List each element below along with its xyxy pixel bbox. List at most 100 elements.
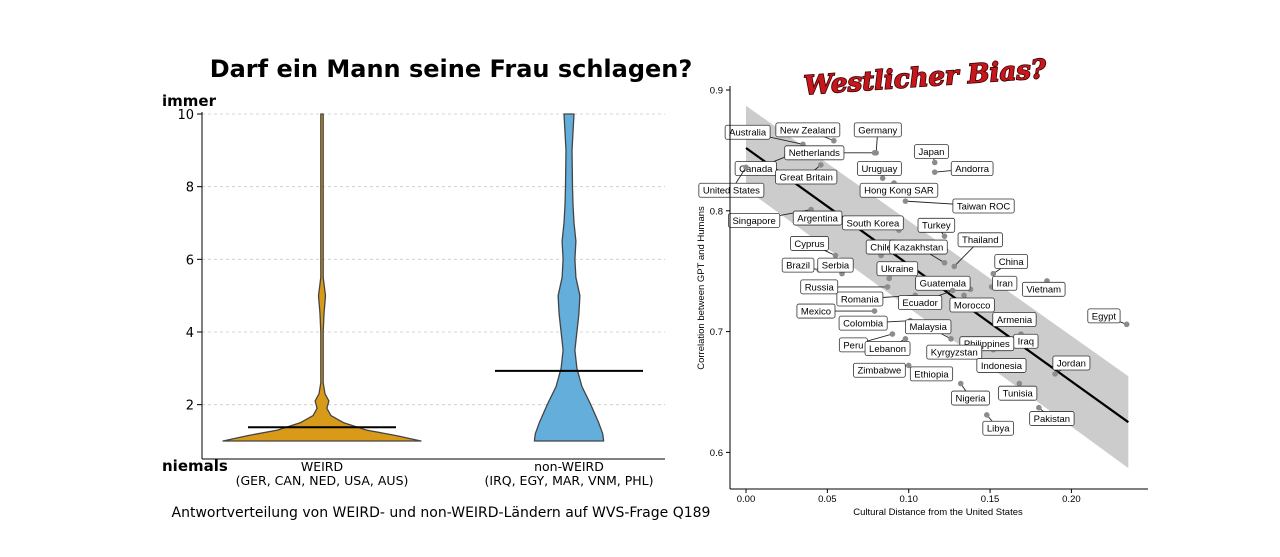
country-label-box [998, 385, 1038, 401]
y-tick-label: 2 [186, 399, 194, 414]
country-label-box [838, 315, 888, 331]
country-point [941, 259, 948, 266]
country-point [889, 331, 896, 337]
country-label: Serbia [822, 261, 850, 272]
y-tick-label: 4 [186, 326, 194, 341]
country-label-box [952, 198, 1015, 214]
country-label: Andorra [955, 164, 990, 175]
scatter-axes: 0.6 0.7 0.8 0.9 0.00 0.05 0.10 0.15 0.20 [710, 86, 1148, 505]
country-label-box [914, 144, 949, 160]
country-label-box [698, 182, 765, 198]
country-label: Ukraine [881, 264, 914, 275]
country-label: Ethiopia [914, 369, 949, 380]
country-label: Tunisia [1003, 389, 1034, 400]
country-label: Kyrgyzstan [931, 348, 978, 359]
country-point [949, 287, 956, 294]
country-point [818, 162, 824, 168]
country-point [1052, 371, 1058, 377]
country-point [902, 336, 909, 342]
country-label-box [951, 390, 990, 406]
country-label-box [796, 303, 836, 319]
scatter-x-tick-label: 0.05 [818, 494, 837, 505]
scatter-x-tick-label: 0.15 [981, 494, 1000, 505]
country-point [941, 233, 948, 239]
country-point [931, 159, 938, 166]
country-label: Jordan [1057, 358, 1086, 369]
country-label-box [1052, 355, 1091, 371]
country-label-box [1029, 411, 1075, 426]
country-label-box [775, 122, 841, 138]
country-label-box [728, 213, 781, 228]
country-label-box [957, 232, 1003, 248]
country-label: Libya [987, 424, 1010, 435]
violin-panel: Darf ein Mann seine Frau schlagen? immer… [162, 55, 710, 521]
country-label: Singapore [732, 216, 775, 227]
country-label: Malaysia [909, 322, 947, 333]
country-label-box [905, 319, 952, 335]
country-label: Peru [843, 340, 863, 351]
y-label-immer: immer [162, 92, 217, 110]
country-label-box [982, 420, 1014, 436]
country-label: Hong Kong SAR [864, 186, 934, 197]
country-label: Vietnam [1026, 285, 1061, 296]
country-label: Mexico [801, 306, 831, 317]
scatter-y-axis-label: Correlation between GPT and Humans [696, 206, 707, 370]
country-label: New Zealand [780, 125, 836, 136]
scatter-y-tick-label: 0.9 [710, 86, 723, 97]
country-point [902, 198, 909, 204]
country-label-box [775, 169, 838, 185]
category-label-weird: WEIRD [301, 459, 343, 474]
country-point [832, 252, 839, 259]
country-label-box [784, 145, 845, 161]
country-label: Romania [841, 294, 880, 305]
scatter-x-tick-label: 0.20 [1062, 494, 1081, 505]
country-label-box [950, 161, 994, 176]
country-label: Egypt [1092, 311, 1117, 322]
country-point [961, 292, 967, 299]
country-point [948, 336, 954, 342]
westlicher-bias-badge: Westlicher Bias? [803, 55, 1048, 102]
y-tick-label: 10 [177, 108, 194, 123]
country-label-box [724, 124, 771, 140]
country-label: Turkey [922, 221, 951, 232]
country-label: Zimbabwe [857, 366, 901, 377]
violin-y-ticks: 2 4 6 8 10 [177, 108, 202, 414]
country-point [886, 275, 892, 282]
country-point [983, 412, 990, 418]
country-label-box [853, 122, 902, 138]
country-label-box [781, 257, 815, 273]
y-label-niemals: niemals [162, 457, 228, 475]
country-label-box [976, 358, 1027, 373]
country-label: United States [703, 186, 760, 197]
country-label-box [876, 261, 919, 277]
country-label: Chile [870, 242, 892, 253]
country-label: Taiwan ROC [957, 201, 1010, 212]
country-label: Colombia [843, 319, 884, 330]
country-label-box [994, 254, 1029, 269]
country-label-box [915, 275, 971, 291]
country-point [879, 175, 886, 181]
country-label: Australia [729, 128, 767, 139]
violin-gridlines [202, 113, 665, 406]
country-label: Japan [919, 147, 945, 158]
scatter-x-tick-label: 0.00 [737, 494, 756, 505]
scatter-y-tick-label: 0.6 [710, 448, 723, 459]
y-tick-label: 6 [186, 253, 194, 268]
country-label-box [864, 341, 911, 356]
country-point [871, 308, 878, 314]
country-label: Lebanon [869, 344, 906, 355]
country-label: Germany [858, 125, 897, 136]
country-point [1036, 404, 1042, 411]
country-label-box [897, 295, 943, 311]
country-label: Cyprus [794, 239, 824, 250]
violin-title: Darf ein Mann seine Frau schlagen? [210, 55, 693, 83]
country-label: Ecuador [902, 298, 937, 309]
country-point [990, 270, 997, 277]
country-label-box [842, 215, 904, 231]
scatter-x-tick-label: 0.10 [899, 494, 918, 505]
country-label-box [926, 344, 983, 360]
country-label-box [1022, 281, 1066, 297]
country-label-box [917, 217, 956, 233]
category-label-nonweird: non-WEIRD [534, 459, 604, 474]
